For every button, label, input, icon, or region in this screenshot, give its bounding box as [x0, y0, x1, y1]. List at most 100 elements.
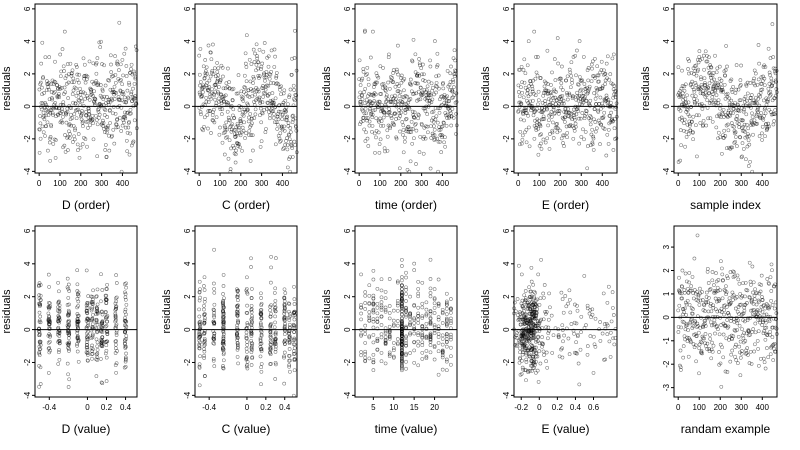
residual-point [741, 109, 746, 114]
residual-point [361, 67, 366, 71]
residual-point [709, 320, 713, 325]
residual-point [83, 113, 88, 118]
residual-point [66, 318, 71, 323]
residual-point [63, 133, 67, 137]
residual-point [517, 94, 522, 99]
residual-point [57, 357, 62, 362]
residual-point [201, 64, 206, 69]
residual-point [378, 123, 383, 128]
residual-point [431, 109, 436, 114]
residual-point [417, 73, 422, 78]
residual-point [367, 99, 372, 104]
residual-point [692, 72, 696, 76]
residual-point [428, 291, 433, 295]
x-tick-label: 0.4 [279, 403, 291, 412]
residual-point [546, 123, 550, 128]
residual-point [746, 138, 751, 143]
residual-point [48, 110, 53, 115]
residual-point [123, 323, 128, 328]
residual-point [116, 125, 120, 130]
residual-point [248, 159, 253, 163]
residual-point [272, 65, 277, 69]
x-tick-label: 0 [245, 403, 250, 412]
residual-point [83, 91, 87, 96]
residual-point [701, 118, 706, 123]
residual-point [708, 70, 712, 75]
residual-point [90, 313, 95, 317]
residual-point [733, 130, 738, 135]
residual-point [197, 346, 202, 351]
residual-point [371, 108, 376, 113]
residual-point [602, 110, 607, 115]
residual-point [66, 336, 71, 340]
plot-frame [194, 3, 298, 174]
residual-point [225, 109, 230, 114]
residual-point [418, 86, 423, 90]
residual-point [704, 290, 709, 295]
residual-point [762, 76, 767, 81]
residual-point [83, 137, 88, 141]
residual-point [714, 70, 719, 75]
residual-point [267, 72, 272, 76]
residual-point [197, 314, 202, 319]
residual-point [426, 79, 431, 84]
residual-point [395, 319, 400, 323]
residual-point [559, 136, 564, 141]
residual-point [209, 91, 214, 96]
residual-point [702, 76, 707, 81]
residual-point [294, 125, 298, 129]
residual-point [725, 276, 730, 281]
residual-point [749, 282, 753, 287]
residual-point [72, 112, 77, 116]
residual-point [403, 135, 407, 140]
residual-point [47, 350, 52, 355]
residual-point [371, 352, 376, 357]
residual-point [610, 290, 615, 294]
residual-point [698, 286, 702, 291]
residual-point [524, 378, 528, 383]
residual-point [119, 129, 124, 133]
residual-point [228, 167, 233, 171]
residual-point [84, 350, 89, 355]
residual-point [273, 120, 277, 125]
residual-point [114, 330, 119, 335]
residual-point [680, 118, 685, 123]
residual-point [567, 93, 572, 97]
residual-point [591, 148, 596, 152]
residual-point [291, 323, 296, 328]
residual-point [396, 43, 400, 48]
x-tick-label: 300 [735, 403, 749, 412]
residual-point [268, 347, 272, 351]
residual-point [258, 354, 263, 359]
residual-point [590, 59, 595, 64]
residual-point [37, 326, 42, 331]
residual-point [580, 111, 585, 115]
residual-point [67, 333, 71, 337]
residual-point [38, 136, 43, 141]
residual-point [365, 136, 370, 141]
residual-point [598, 142, 602, 146]
residual-point [416, 81, 420, 86]
residual-point [257, 76, 261, 80]
residual-point [424, 88, 429, 93]
residual-point [114, 324, 118, 328]
residual-point [292, 139, 297, 144]
residual-point [756, 329, 761, 334]
residual-point [606, 142, 611, 146]
y-tick-label: 4 [183, 39, 192, 44]
residual-point [114, 61, 119, 66]
residual-point [212, 93, 217, 98]
residual-point [221, 86, 226, 91]
residual-point [516, 83, 521, 88]
residual-point [120, 123, 125, 128]
residual-point [294, 128, 299, 133]
residual-point [551, 96, 556, 100]
residual-point [444, 368, 449, 373]
residual-point [243, 136, 247, 140]
residual-point [752, 349, 756, 354]
residual-point [379, 92, 384, 96]
residual-point [584, 323, 588, 327]
